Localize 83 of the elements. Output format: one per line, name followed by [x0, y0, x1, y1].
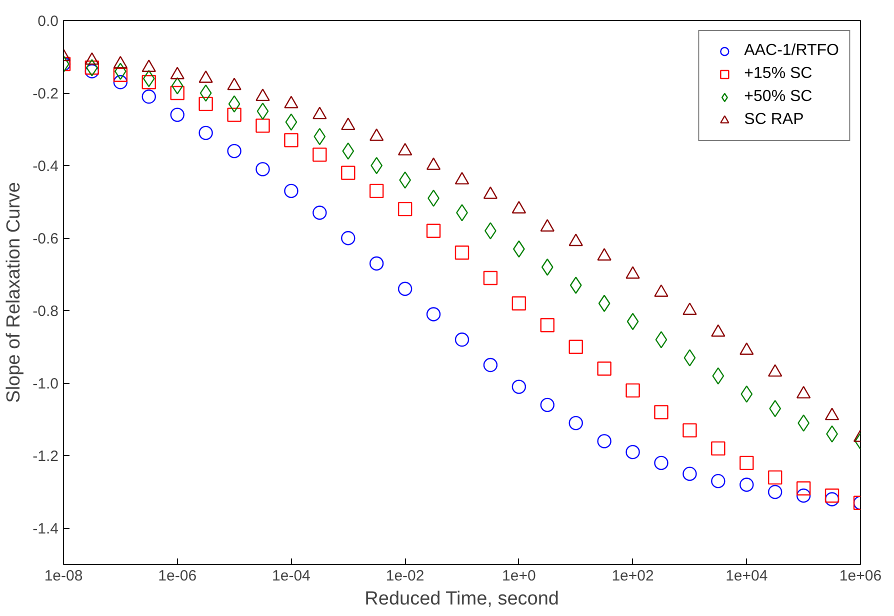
point — [597, 434, 612, 448]
point — [740, 478, 754, 492]
point — [512, 296, 526, 310]
point — [227, 108, 242, 122]
point — [796, 481, 811, 496]
point — [824, 492, 840, 506]
x-tick-label: 1e+04 — [726, 568, 768, 584]
point — [142, 90, 156, 104]
y-tick-label: -1.0 — [32, 376, 59, 393]
point — [198, 96, 213, 112]
point — [369, 184, 384, 198]
point — [198, 126, 213, 140]
point — [227, 144, 242, 158]
point — [711, 474, 726, 488]
point — [684, 349, 696, 366]
point — [654, 456, 668, 470]
point — [568, 416, 583, 430]
point — [655, 331, 668, 348]
legend-label: SC RAP — [744, 111, 804, 129]
point — [570, 276, 582, 294]
point — [597, 362, 612, 376]
legend-label: AAC-1/RTFO — [744, 42, 839, 60]
point — [483, 270, 498, 286]
point — [426, 224, 441, 238]
y-axis-title: Slope of Relaxation Curve — [4, 182, 25, 403]
point — [398, 282, 412, 296]
legend-label: +15% SC — [744, 65, 812, 83]
point — [398, 202, 412, 216]
point — [114, 62, 126, 80]
point — [171, 77, 184, 94]
point — [796, 488, 811, 503]
x-tick-label: 1e-08 — [44, 568, 83, 584]
point — [768, 470, 782, 485]
x-axis-title: Reduced Time, second — [364, 588, 560, 610]
point — [256, 102, 269, 120]
point — [654, 405, 668, 420]
y-tick-label: -0.4 — [32, 158, 59, 176]
point — [740, 456, 754, 470]
point — [170, 86, 184, 100]
x-tick-label: 1e+06 — [839, 568, 882, 584]
y-tick-label: -0.2 — [32, 86, 59, 103]
legend-label: +50% SC — [744, 88, 812, 106]
point — [768, 484, 782, 500]
x-tick-label: 1e+0 — [502, 568, 536, 584]
point — [568, 340, 583, 354]
point — [256, 162, 270, 176]
point — [256, 118, 270, 133]
point — [84, 64, 100, 78]
point — [341, 166, 356, 180]
point — [369, 256, 384, 271]
y-tick-label: -1.4 — [32, 520, 59, 538]
point — [284, 133, 298, 148]
point — [824, 488, 840, 503]
point — [711, 441, 726, 456]
point — [454, 332, 470, 347]
point — [113, 68, 128, 82]
point — [113, 75, 128, 90]
point — [142, 75, 156, 90]
point — [454, 246, 470, 260]
y-tick-label: -0.8 — [32, 303, 59, 320]
point — [312, 206, 327, 220]
y-tick-label: -1.2 — [32, 448, 59, 466]
point — [626, 444, 640, 460]
point — [540, 318, 554, 332]
point — [682, 466, 697, 481]
point — [312, 148, 327, 162]
point — [682, 423, 697, 438]
x-tick-label: 1e-02 — [386, 568, 424, 584]
point — [284, 184, 298, 198]
point — [598, 294, 610, 312]
x-tick-label: 1e-06 — [158, 568, 197, 584]
y-tick-label: 0.0 — [38, 13, 59, 30]
point — [341, 231, 356, 246]
point — [626, 383, 640, 398]
x-tick-label: 1e+02 — [612, 568, 654, 584]
x-tick-label: 1e-04 — [272, 568, 310, 584]
point — [483, 358, 498, 372]
y-tick-label: -0.6 — [32, 230, 59, 248]
point — [512, 380, 526, 394]
point — [540, 398, 554, 412]
point — [541, 258, 554, 276]
point — [170, 108, 184, 122]
point — [426, 307, 441, 322]
